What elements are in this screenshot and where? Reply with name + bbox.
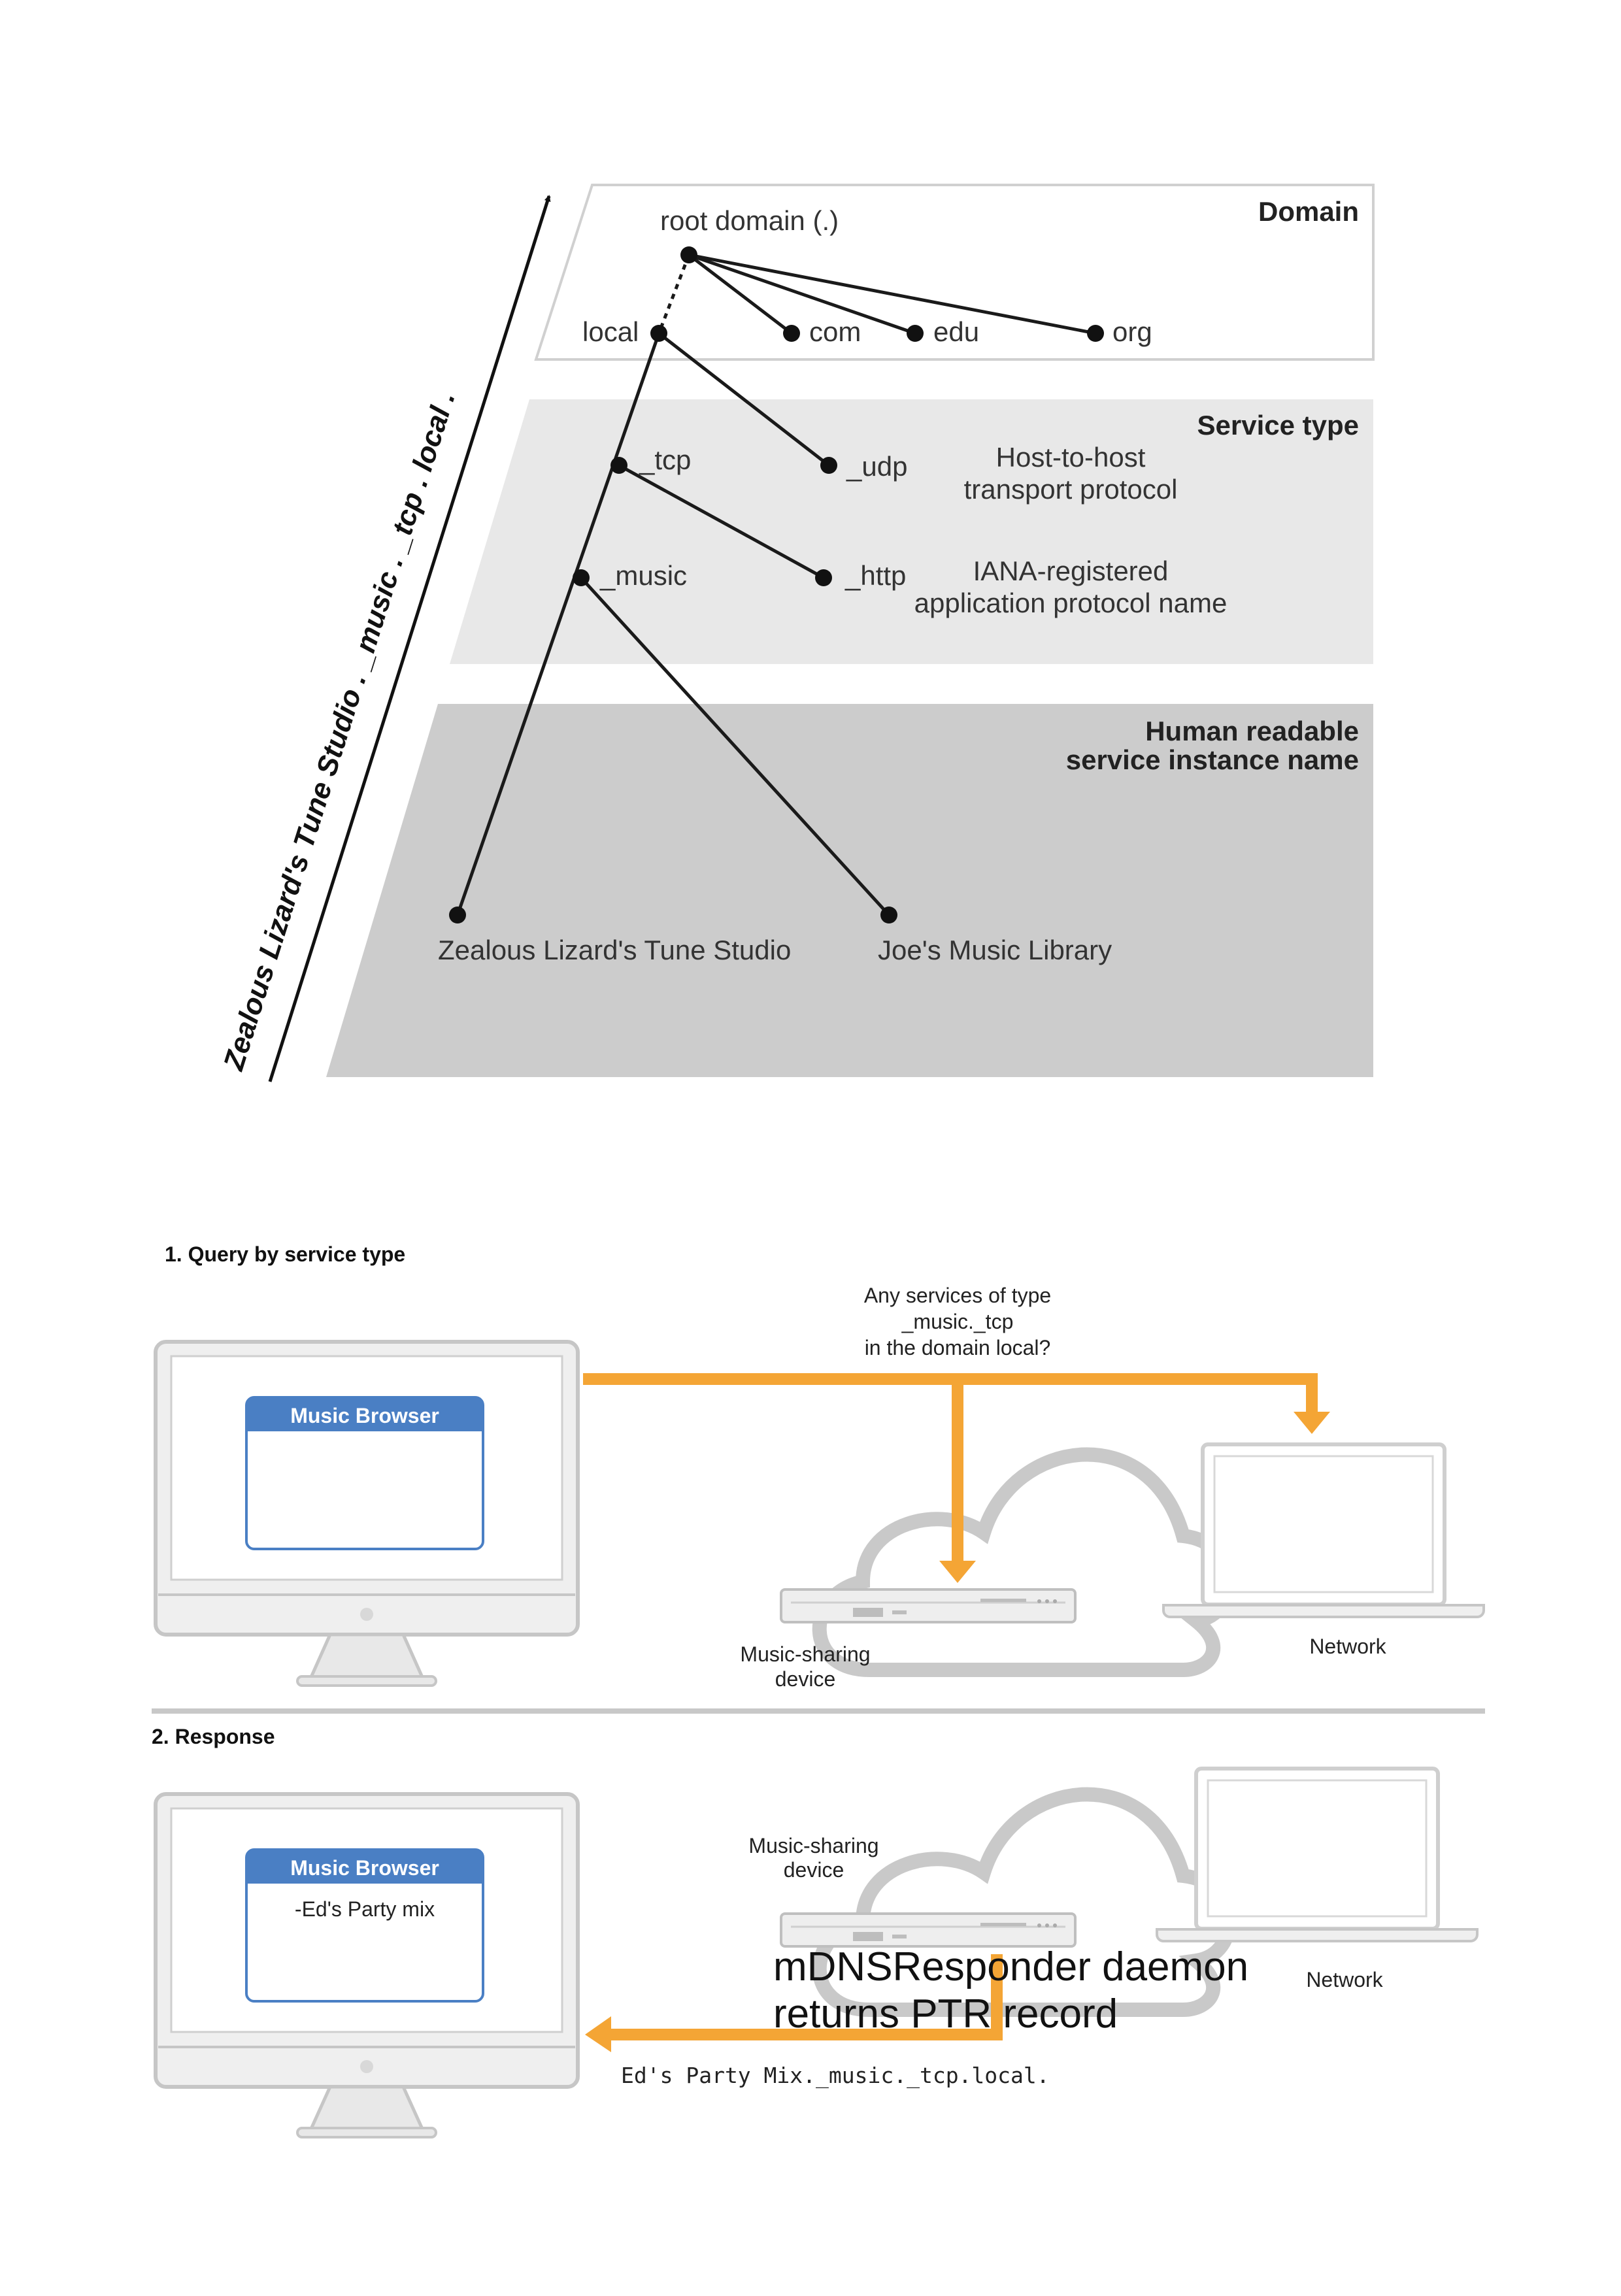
node-org-dot — [1087, 325, 1104, 342]
query-device-label-line1: Music-sharing — [740, 1642, 870, 1666]
monitor-foot — [296, 1675, 437, 1687]
node-local-label: local — [582, 316, 639, 347]
transport-desc-line1: Host-to-host — [996, 442, 1146, 473]
response-network-label: Network — [1306, 1968, 1383, 1991]
service-type-band — [450, 399, 1373, 664]
node-zealous-dot — [449, 907, 466, 923]
node-music-dot — [573, 569, 590, 586]
edge-root-org — [688, 253, 1096, 335]
response-panel: 2. Response Music Browser -Ed's Party mi… — [152, 1725, 1479, 2138]
instance-band — [326, 704, 1373, 1077]
node-org-label: org — [1112, 316, 1152, 347]
network-cloud-icon — [812, 1447, 1237, 1677]
panel-divider — [152, 1708, 1485, 1714]
query-device-label-line2: device — [775, 1667, 836, 1691]
service-type-band-label: Service type — [1197, 410, 1360, 441]
ptr-record-text: Ed's Party Mix._music._tcp.local. — [621, 2063, 1050, 2089]
response-arrow — [585, 1954, 1003, 2052]
iana-desc-line2: application protocol name — [914, 588, 1228, 618]
edge-local-zealous — [456, 333, 661, 916]
query-question-line3: in the domain local? — [865, 1336, 1051, 1359]
transport-desc-line2: transport protocol — [964, 474, 1178, 505]
node-udp-dot — [820, 457, 837, 474]
response-device-label-line1: Music-sharing — [748, 1834, 878, 1857]
query-step-label: 1. Query by service type — [165, 1242, 405, 1266]
domain-band — [534, 184, 1375, 361]
monitor-foot — [296, 2127, 437, 2138]
daemon-label-line1: mDNSResponder daemon — [773, 1944, 1248, 1989]
node-edu-dot — [907, 325, 924, 342]
node-joes-label: Joe's Music Library — [878, 935, 1112, 965]
edge-local-udp — [658, 332, 830, 467]
name-axis-arrow — [268, 195, 551, 1082]
query-panel: 1. Query by service type Music Browser — [154, 1242, 1485, 1691]
edge-root-com — [688, 254, 793, 335]
node-udp-label: _udp — [846, 451, 907, 482]
query-multicast-arrow — [583, 1373, 1330, 1583]
instance-band-label-line2: service instance name — [1066, 744, 1359, 775]
node-com-dot — [783, 325, 800, 342]
laptop-icon — [1156, 1767, 1479, 1942]
music-sharing-device-icon — [780, 1588, 1077, 1623]
node-joes-dot — [880, 907, 897, 923]
music-browser-window[interactable]: Music Browser -Ed's Party mix — [245, 1848, 484, 2003]
music-browser-window[interactable]: Music Browser — [245, 1396, 484, 1550]
node-tcp-label: _tcp — [639, 444, 691, 475]
domain-band-label: Domain — [1258, 196, 1359, 227]
daemon-label-line2: returns PTR record — [773, 1991, 1118, 2037]
music-browser-title: Music Browser — [290, 1856, 439, 1880]
tree-nodes — [449, 246, 1104, 923]
node-edu-label: edu — [933, 316, 979, 347]
apple-logo-icon — [360, 1608, 373, 1621]
laptop-icon — [1162, 1442, 1485, 1618]
tree-edges — [456, 253, 1096, 916]
query-question-line2: _music._tcp — [901, 1310, 1014, 1333]
node-music-label: _music — [599, 560, 687, 591]
node-tcp-dot — [610, 457, 627, 474]
responding-computer: Music Browser -Ed's Party mix — [154, 1792, 580, 2138]
response-device-label-line2: device — [784, 1858, 844, 1882]
response-step-label: 2. Response — [152, 1725, 275, 1748]
querying-computer: Music Browser — [154, 1340, 580, 1687]
music-sharing-device-icon — [780, 1912, 1077, 1948]
node-com-label: com — [809, 316, 861, 347]
node-zealous-label: Zealous Lizard's Tune Studio — [438, 935, 791, 965]
apple-logo-icon — [360, 2060, 373, 2073]
music-browser-item[interactable]: -Ed's Party mix — [295, 1897, 435, 1921]
edge-tcp-http — [618, 463, 825, 580]
iana-desc-line1: IANA-registered — [973, 556, 1169, 586]
query-question-line1: Any services of type — [864, 1284, 1051, 1307]
hierarchy-diagram: Domain Service type Human readable servi… — [217, 184, 1375, 1082]
edge-root-edu — [688, 253, 916, 335]
node-local-dot — [650, 325, 667, 342]
edge-root-local — [657, 254, 691, 334]
node-root-dot — [680, 246, 697, 263]
edge-music-joes — [580, 576, 890, 916]
node-http-dot — [815, 569, 832, 586]
query-network-label: Network — [1309, 1635, 1386, 1658]
instance-band-label-line1: Human readable — [1145, 716, 1359, 746]
node-http-label: _http — [844, 560, 906, 591]
node-root-label: root domain (.) — [660, 205, 839, 236]
music-browser-title: Music Browser — [290, 1404, 439, 1427]
